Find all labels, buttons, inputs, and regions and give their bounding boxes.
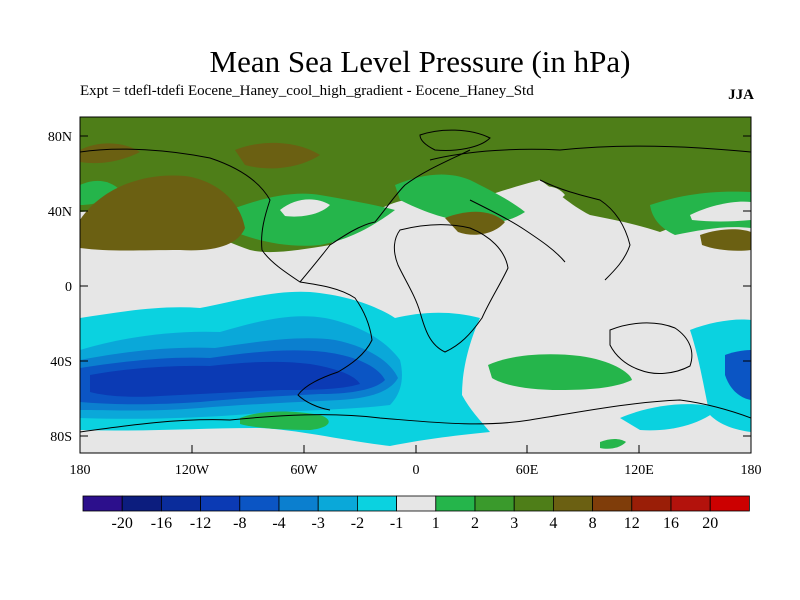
coastline-australia <box>609 322 693 374</box>
field-lightgray-blob <box>520 186 565 207</box>
colorbar-label: 1 <box>432 515 440 532</box>
field-cyan-band <box>620 404 720 431</box>
lat-label-80s: 80S <box>50 430 72 445</box>
experiment-subtitle: Expt = tdefl-tdefi Eocene_Haney_cool_hig… <box>80 83 534 99</box>
coastline-eurasia <box>429 145 751 281</box>
field-brown-pacific <box>80 175 245 251</box>
lon-label-0: 0 <box>413 463 420 478</box>
colorbar-box <box>317 495 358 512</box>
colorbar-box <box>709 495 750 512</box>
field-green-antarctic <box>600 439 626 449</box>
lon-label-180w: 180 <box>70 463 91 478</box>
coastline-south-america <box>297 281 373 411</box>
season-label: JJA <box>728 87 754 103</box>
lon-label-60e: 60E <box>516 463 539 478</box>
colorbar-label: -1 <box>390 515 403 532</box>
colorbar-label: -2 <box>351 515 364 532</box>
field-green-lobe-c <box>80 180 120 205</box>
colorbar-label: 4 <box>549 515 557 532</box>
field-brown-arctic <box>80 143 140 164</box>
colorbar-label: -12 <box>190 515 211 532</box>
lat-label-40n: 40N <box>48 205 72 220</box>
colorbar-label: -3 <box>312 515 325 532</box>
field-green-south-pacific <box>240 411 329 430</box>
colorbar-label: 20 <box>702 515 718 532</box>
colorbar-box <box>592 495 633 512</box>
lat-label-40s: 40S <box>50 355 72 370</box>
lon-label-120w: 120W <box>175 463 210 478</box>
colorbar-box <box>82 495 123 512</box>
colorbar-box <box>670 495 711 512</box>
colorbar-label: 2 <box>471 515 479 532</box>
colorbar-box <box>160 495 201 512</box>
pressure-field <box>80 117 751 453</box>
colorbar-box <box>356 495 397 512</box>
lon-label-120e: 120E <box>624 463 654 478</box>
lon-label-60w: 60W <box>290 463 318 478</box>
colorbar-label: -20 <box>112 515 133 532</box>
field-brown-asia <box>700 229 751 251</box>
colorbar-box <box>631 495 672 512</box>
field-green-south-indian <box>488 354 632 390</box>
colorbar-label: 16 <box>663 515 679 532</box>
page-title: Mean Sea Level Pressure (in hPa) <box>209 44 631 79</box>
colorbar-box <box>200 495 241 512</box>
colorbar-box <box>239 495 280 512</box>
colorbar-label: 12 <box>624 515 640 532</box>
field-blue-east <box>725 350 751 400</box>
colorbar-box <box>474 495 515 512</box>
colorbar-label: 8 <box>589 515 597 532</box>
field-cyan-band <box>690 319 751 432</box>
colorbar-box <box>513 495 554 512</box>
field-blue-8 <box>90 361 360 397</box>
colorbar-box <box>278 495 319 512</box>
lat-label-equator: 0 <box>65 280 72 295</box>
colorbar-label: -4 <box>272 515 285 532</box>
field-lightgray-blob <box>280 199 330 217</box>
field-lightgray-blob <box>690 201 751 222</box>
axis-ticks <box>80 135 751 453</box>
field-brown-asia <box>445 211 505 235</box>
coastline-antarctica <box>80 399 751 433</box>
colorbar-label: -8 <box>233 515 246 532</box>
coastlines <box>80 129 751 433</box>
lat-label-80n: 80N <box>48 130 72 145</box>
coastline-africa <box>393 224 509 353</box>
colorbar-label: 3 <box>510 515 518 532</box>
coastline-north-america <box>80 148 471 283</box>
coastline-greenland <box>419 129 491 151</box>
colorbar-box <box>396 495 437 512</box>
colorbar <box>82 495 750 512</box>
colorbar-label: -16 <box>151 515 172 532</box>
colorbar-box <box>553 495 594 512</box>
colorbar-box <box>121 495 162 512</box>
lon-label-180e: 180 <box>741 463 762 478</box>
colorbar-box <box>435 495 476 512</box>
field-brown-arctic <box>235 142 320 169</box>
colorbar-labels: -20 -16 -12 -8 -4 -3 -2 -1 1 2 3 4 8 12 16 20 <box>112 515 719 532</box>
